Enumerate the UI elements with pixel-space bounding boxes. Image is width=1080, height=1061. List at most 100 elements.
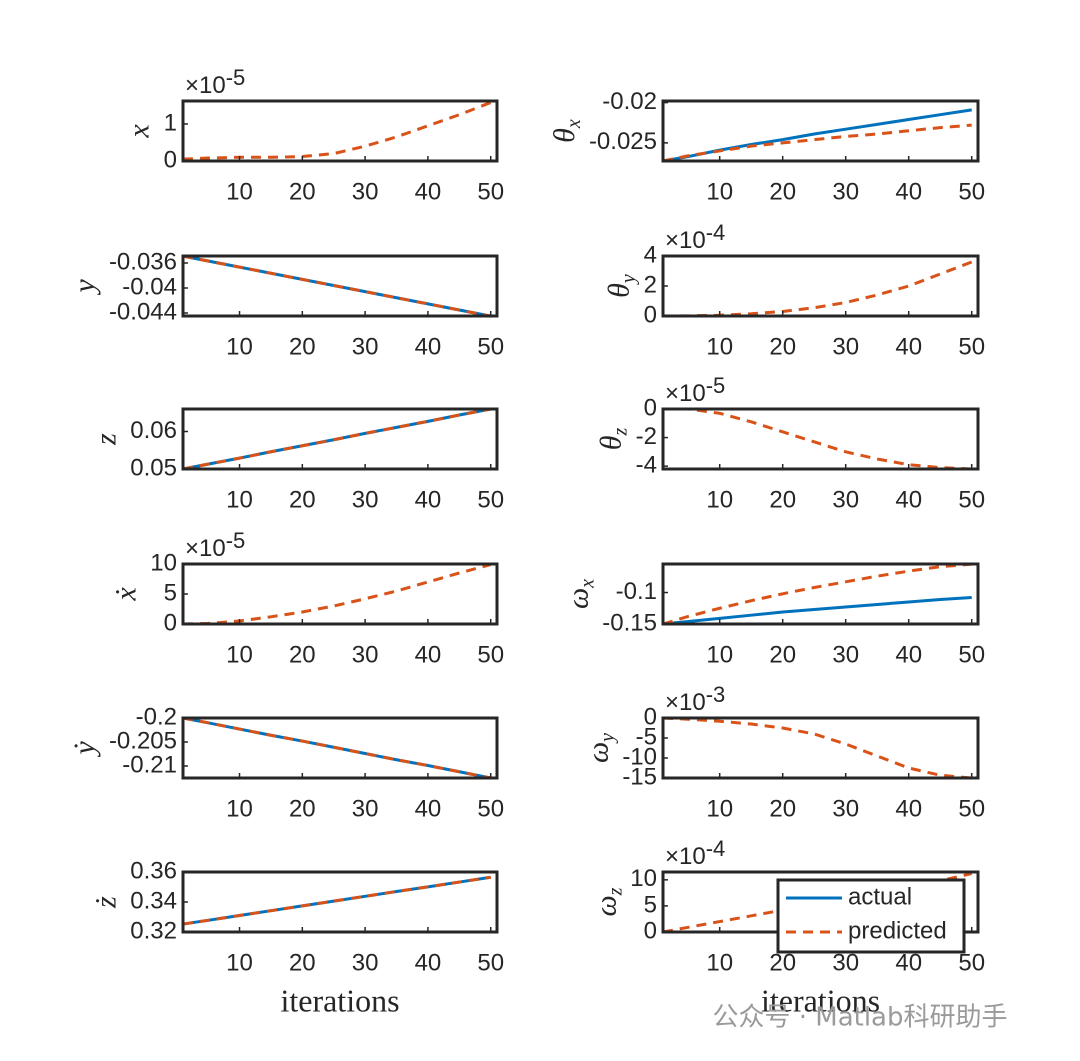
series-line xyxy=(182,875,491,926)
series-line xyxy=(663,407,972,471)
x-tick-label: 30 xyxy=(832,795,859,822)
axes-box xyxy=(661,562,980,626)
y-axis-label: ωy xyxy=(581,733,618,763)
x-axis-label: iterations xyxy=(761,982,880,1018)
y-tick-label: -5 xyxy=(636,723,657,750)
legend-label: predicted xyxy=(848,917,947,944)
x-tick-label: 30 xyxy=(352,795,379,822)
y-tick-label: 0 xyxy=(644,301,657,328)
subplot: 10 20 30 40 50 -4-20 θz ×10-5 xyxy=(595,373,986,514)
axis-exponent: ×10-3 xyxy=(665,682,725,717)
y-axis-label: θx xyxy=(548,119,585,143)
x-tick-label: 50 xyxy=(958,178,985,205)
y-tick-label: -0.02 xyxy=(602,88,657,115)
x-tick-label: 20 xyxy=(289,333,316,360)
x-tick-label: 10 xyxy=(226,949,253,976)
y-tick-label: -0.025 xyxy=(589,128,657,155)
y-tick-label: 4 xyxy=(644,241,657,268)
x-tick-label: 40 xyxy=(415,178,442,205)
x-tick-label: 30 xyxy=(352,949,379,976)
x-tick-label: 50 xyxy=(477,949,504,976)
x-tick-label: 30 xyxy=(832,641,859,668)
axes-box xyxy=(181,254,499,318)
exponent-power: -4 xyxy=(706,220,726,245)
x-tick-label: 20 xyxy=(289,949,316,976)
x-tick-label: 40 xyxy=(415,641,442,668)
plot-area xyxy=(663,564,978,624)
exponent-base: ×10 xyxy=(665,689,706,716)
series-line xyxy=(182,407,492,471)
x-tick-label: 50 xyxy=(477,486,504,513)
series-line xyxy=(182,101,492,161)
x-tick-label: 20 xyxy=(769,486,796,513)
x-tick-label: 30 xyxy=(352,641,379,668)
subplot: 10 20 30 40 50 -15-10-50 ωy ×10-3 xyxy=(581,682,985,823)
x-tick-label: 10 xyxy=(226,641,253,668)
x-tick-label: 30 xyxy=(832,333,859,360)
subplot: 10 20 30 40 50 -0.15 -0.1 ωx xyxy=(561,562,985,668)
exponent-base: ×10 xyxy=(185,72,226,99)
subplot: 10 20 30 40 50 0 5 10 ẋ ×10-5 xyxy=(109,528,504,669)
x-tick-label: 20 xyxy=(769,333,796,360)
y-axis-symbol: ẋ xyxy=(109,587,142,602)
y-tick-label: -0.205 xyxy=(109,727,177,754)
y-tick-label: -0.1 xyxy=(616,578,657,605)
y-axis-label: ẏ xyxy=(68,741,101,758)
y-axis-symbol: θ xyxy=(595,435,628,450)
y-tick-label: 0 xyxy=(644,394,657,421)
x-tick-label: 50 xyxy=(958,641,985,668)
y-tick-label: -0.21 xyxy=(122,751,177,778)
y-axis-symbol: ẏ xyxy=(68,741,101,758)
axis-exponent: ×10-5 xyxy=(185,65,245,100)
y-axis-symbol: x xyxy=(123,124,156,139)
exponent-base: ×10 xyxy=(185,535,226,562)
x-tick-label: 50 xyxy=(958,949,985,976)
exponent-power: -3 xyxy=(706,682,726,707)
x-tick-label: 20 xyxy=(769,178,796,205)
subplot: 10 20 30 40 50 -0.044-0.04-0.036 y xyxy=(68,248,504,360)
y-axis-symbol: ω xyxy=(581,742,614,763)
x-tick-label: 20 xyxy=(769,641,796,668)
x-tick-label: 50 xyxy=(958,795,985,822)
x-tick-label: 20 xyxy=(769,795,796,822)
x-tick-label: 20 xyxy=(289,641,316,668)
legend-box xyxy=(776,878,966,954)
series-line xyxy=(662,260,973,318)
y-axis-label: θy xyxy=(603,274,640,298)
x-tick-label: 10 xyxy=(706,178,733,205)
y-tick-label: -4 xyxy=(636,451,657,478)
x-tick-label: 30 xyxy=(352,178,379,205)
x-tick-label: 50 xyxy=(477,795,504,822)
x-tick-label: 10 xyxy=(226,178,253,205)
y-axis-subscript: z xyxy=(604,887,626,896)
y-axis-subscript: z xyxy=(609,428,631,437)
y-axis-symbol: θ xyxy=(548,128,581,143)
axes-box xyxy=(661,716,980,780)
y-tick-label: 10 xyxy=(630,865,657,892)
exponent-base: ×10 xyxy=(665,843,706,870)
y-tick-label: 0.34 xyxy=(130,887,177,914)
y-tick-label: -2 xyxy=(636,423,657,450)
y-axis-symbol: ω xyxy=(589,895,622,916)
subplot: 10 20 30 40 500510ωz×10-4iterationsactualpre… xyxy=(589,836,985,1019)
series-line xyxy=(662,596,972,626)
axes-box xyxy=(181,716,499,780)
x-tick-label: 10 xyxy=(706,949,733,976)
x-tick-label: 40 xyxy=(895,333,922,360)
subplot: 10 20 30 40 50 0 1x ×10-5 xyxy=(123,65,505,206)
y-tick-label: -0.036 xyxy=(109,248,177,275)
plot-area xyxy=(663,409,978,469)
x-tick-label: 40 xyxy=(895,795,922,822)
y-axis-subscript: y xyxy=(617,274,639,285)
plot-area xyxy=(663,718,978,778)
axes-box xyxy=(181,99,499,163)
y-tick-label: 0.36 xyxy=(130,857,177,884)
y-axis-label: ωx xyxy=(561,579,598,609)
y-axis-subscript: x xyxy=(563,119,585,129)
subplot: 10 20 30 40 50 0.32 0.34 0.36 ż iterations xyxy=(89,857,504,1018)
y-tick-label: 2 xyxy=(644,271,657,298)
y-axis-symbol: z xyxy=(89,433,122,446)
x-tick-label: 10 xyxy=(226,486,253,513)
y-axis-label: y xyxy=(68,279,101,296)
axes-box xyxy=(661,99,980,163)
